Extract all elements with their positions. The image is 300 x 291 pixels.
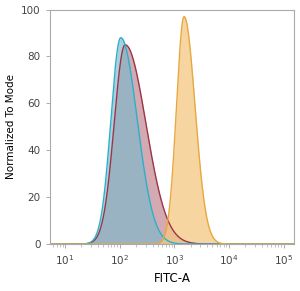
- Y-axis label: Normalized To Mode: Normalized To Mode: [6, 74, 16, 179]
- X-axis label: FITC-A: FITC-A: [154, 272, 190, 285]
